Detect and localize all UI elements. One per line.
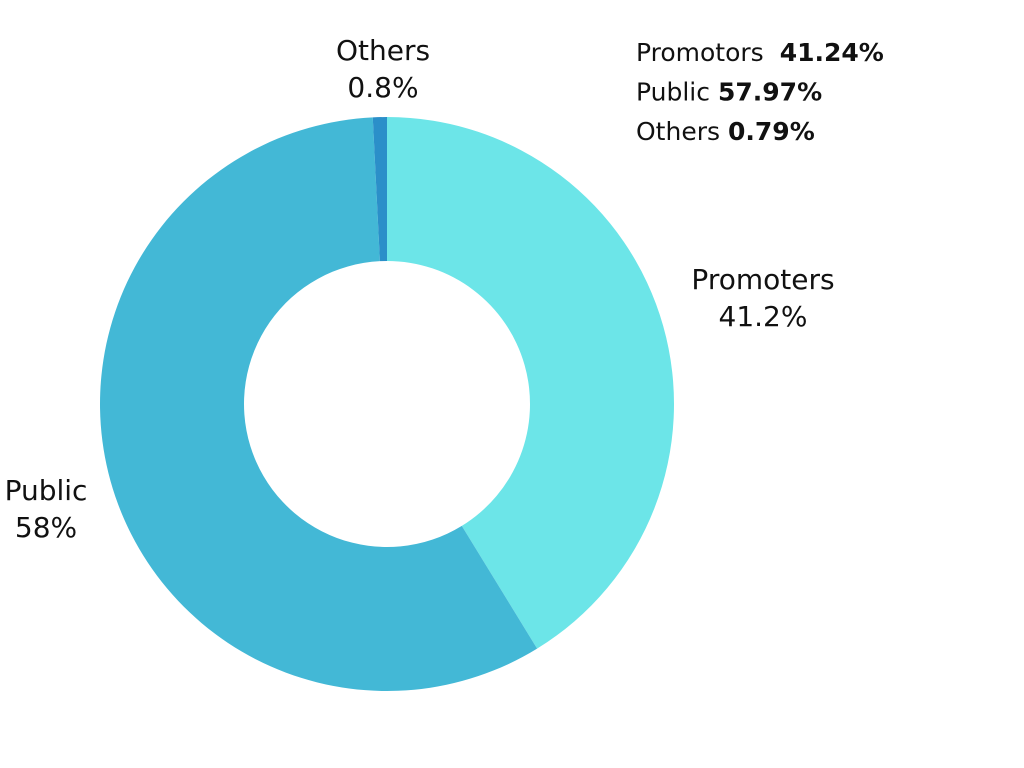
annotation: Promotors 41.24%	[636, 38, 884, 67]
slice-value-label: 41.2%	[719, 300, 808, 333]
slice-value-label: 0.8%	[347, 71, 418, 104]
slice-value-label: 58%	[15, 511, 77, 544]
slice	[372, 117, 387, 262]
annotation-name: Promotors	[636, 38, 764, 67]
slice	[387, 117, 675, 649]
annotation: Public 57.97%	[636, 78, 822, 107]
annotation: Others 0.79%	[636, 117, 815, 146]
annotation-value: 0.79%	[728, 117, 815, 146]
annotation-value: 57.97%	[718, 78, 822, 107]
slice-label: Public	[5, 474, 88, 507]
slice-label: Others	[336, 34, 430, 67]
slice-label: Promoters	[691, 263, 834, 296]
annotation-value: 41.24%	[780, 38, 884, 67]
annotation-name: Public	[636, 78, 710, 107]
annotation-name: Others	[636, 117, 720, 146]
slice	[100, 117, 538, 691]
